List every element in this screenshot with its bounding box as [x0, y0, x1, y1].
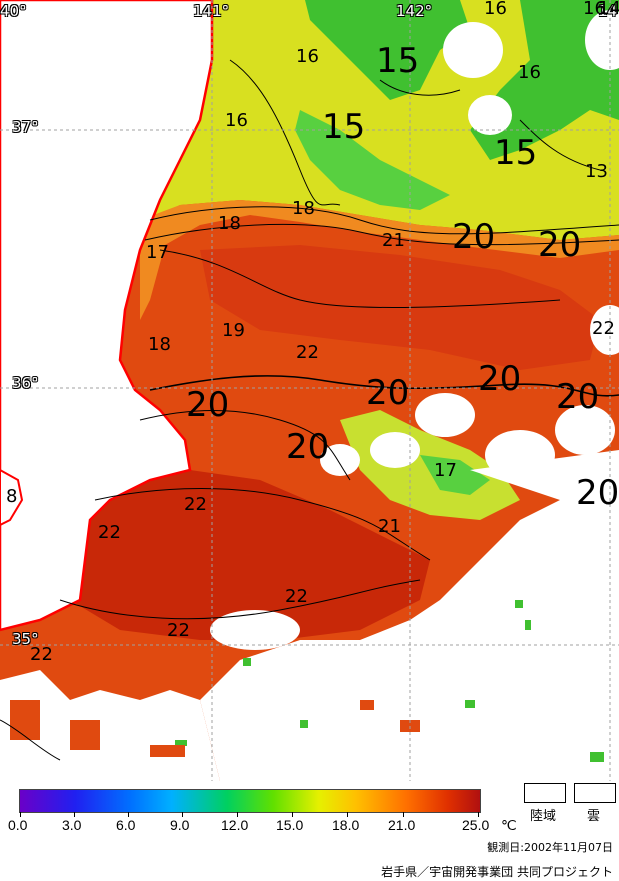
isotherm-label: 22 — [98, 522, 121, 543]
isotherm-label-large: 20 — [576, 473, 619, 513]
scale-label: 18.0 — [332, 817, 360, 833]
isotherm-label-large: 20 — [286, 427, 330, 467]
scale-label: 12.0 — [221, 817, 249, 833]
isotherm-label-large: 20 — [478, 359, 522, 399]
isotherm-label: 18 — [218, 213, 241, 234]
isotherm-label: 17 — [146, 242, 169, 263]
scale-tick — [403, 812, 404, 817]
isotherm-label: 21 — [382, 230, 405, 251]
observation-date: 観測日:2002年11月07日 — [487, 841, 613, 854]
scale-tick — [237, 812, 238, 817]
isotherm-label: 18 — [292, 198, 315, 219]
isotherm-label: 22 — [184, 494, 207, 515]
scale-label: 15.0 — [276, 817, 304, 833]
isotherm-lines — [0, 59, 619, 761]
isotherm-label: 14 — [598, 0, 619, 19]
isotherm-label-large: 20 — [452, 217, 496, 257]
sst-speckles — [175, 600, 604, 762]
isotherm-label-large: 15 — [494, 133, 538, 173]
isotherm-label: 17 — [434, 460, 457, 481]
temperature-color-scale — [19, 789, 481, 813]
latitude-label-35: 35° — [12, 630, 39, 648]
isotherm-label: 16 — [225, 110, 248, 131]
cold-eddy-central — [295, 110, 450, 210]
isotherm-label-large: 20 — [538, 225, 582, 265]
latitude-label-37: 37° — [12, 118, 39, 136]
isotherm-label: 22 — [592, 318, 615, 339]
cold-patch-south — [420, 455, 490, 495]
scale-tick — [478, 812, 479, 817]
scale-label: 0.0 — [8, 817, 28, 833]
land-peninsula — [0, 468, 24, 527]
land-key-swatch — [524, 783, 566, 803]
scale-label: 21.0 — [388, 817, 416, 833]
isotherm-label: 22 — [296, 342, 319, 363]
scale-label: 9.0 — [170, 817, 190, 833]
isotherm-label: 21 — [378, 516, 401, 537]
isotherm-label: 19 — [222, 320, 245, 341]
isotherm-label: 13 — [585, 161, 608, 182]
isotherm-label: 16 — [296, 46, 319, 67]
unit-label: ℃ — [501, 817, 517, 833]
cloud-cover — [0, 10, 619, 781]
scale-tick — [182, 812, 183, 817]
isotherm-label-large: 20 — [556, 377, 600, 417]
land-honshu — [0, 0, 214, 632]
scale-label: 25.0 — [462, 817, 490, 833]
isotherm-label: 18 — [148, 334, 171, 355]
credit-line: 岩手県／宇宙開発事業団 共同プロジェクト — [381, 865, 613, 879]
scale-tick — [74, 812, 75, 817]
isotherm-label: 22 — [30, 644, 53, 665]
longitude-label-140: 40° — [0, 2, 27, 20]
scale-tick — [347, 812, 348, 817]
isotherm-label: 16 — [484, 0, 507, 19]
cloud-key-label: 雲 — [587, 809, 601, 824]
sea-surface-temperature-map — [0, 0, 619, 781]
isotherm-label-large: 20 — [186, 385, 230, 425]
longitude-label-143: 14 — [598, 2, 618, 20]
isotherm-label: 16 — [583, 0, 606, 19]
latitude-label-36: 36° — [12, 374, 39, 392]
isotherm-label: 16 — [518, 62, 541, 83]
cloud-key-swatch — [574, 783, 616, 803]
scale-label: 6.0 — [116, 817, 136, 833]
scale-tick — [292, 812, 293, 817]
longitude-label-142: 142° — [396, 2, 433, 20]
scale-tick — [128, 812, 129, 817]
land-key-label: 陸域 — [530, 809, 557, 824]
isotherm-label: 22 — [167, 620, 190, 641]
scale-tick — [20, 812, 21, 817]
isotherm-label: 8 — [6, 486, 18, 507]
longitude-label-141: 141° — [193, 2, 230, 20]
warm-speckles — [10, 700, 420, 757]
isotherm-label-large: 20 — [366, 373, 410, 413]
scale-label: 3.0 — [62, 817, 82, 833]
isotherm-label: 22 — [285, 586, 308, 607]
graticule — [0, 0, 619, 781]
cold-eddy-north — [305, 0, 470, 100]
isotherm-label-large: 15 — [376, 41, 420, 81]
isotherm-label-large: 15 — [322, 107, 366, 147]
